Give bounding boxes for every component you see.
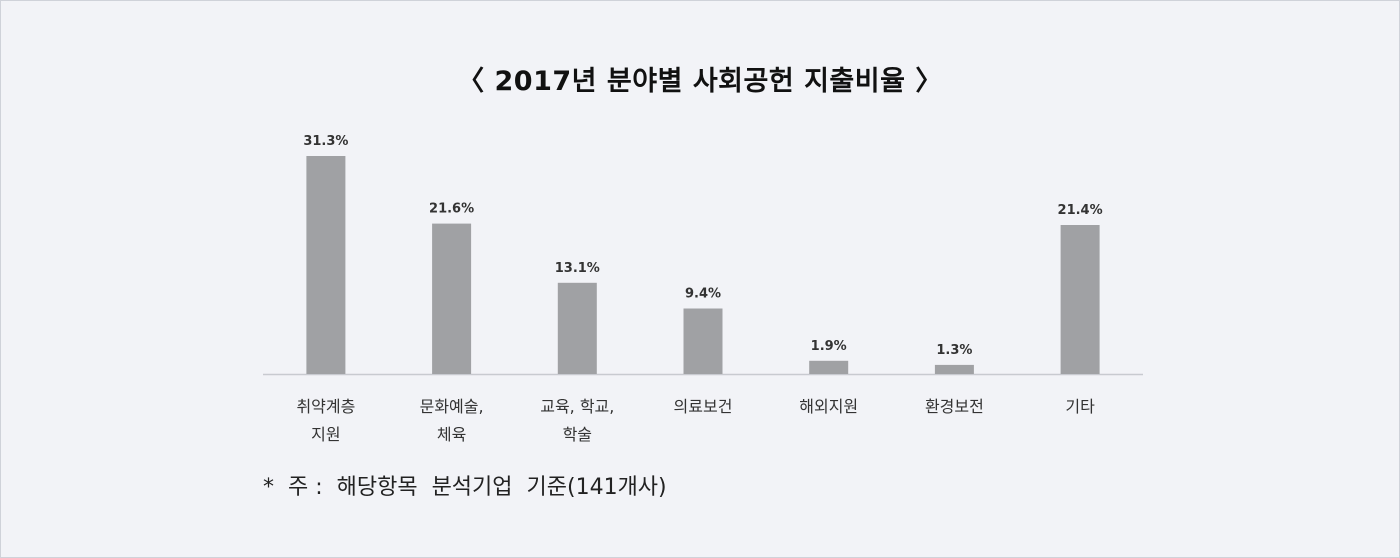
bar-1	[306, 156, 346, 374]
chart-title: 〈 2017년 분야별 사회공헌 지출비율 〉	[457, 66, 943, 97]
bar-4	[683, 308, 723, 374]
bar-value-label: 21.4%	[1058, 203, 1103, 218]
bar-value-label: 9.4%	[685, 287, 721, 302]
bar-5	[809, 360, 849, 374]
category-label: 지원	[311, 425, 340, 444]
bar-value-label: 13.1%	[555, 261, 600, 276]
category-label: 교육, 학교,	[540, 397, 614, 416]
category-label: 문화예술,	[420, 397, 484, 416]
footnote: * 주 : 해당항목 분석기업 기준(141개사)	[263, 475, 667, 500]
bar-6	[934, 364, 974, 374]
category-label: 해외지원	[799, 397, 858, 416]
bar-value-label: 31.3%	[303, 134, 348, 149]
bar-value-label: 1.9%	[811, 339, 847, 354]
category-label: 기타	[1065, 397, 1095, 416]
category-label: 체육	[437, 425, 466, 444]
category-label: 환경보전	[925, 397, 984, 416]
bar-value-label: 21.6%	[429, 202, 474, 217]
category-label: 의료보건	[674, 397, 733, 416]
bar-value-label: 1.3%	[936, 343, 972, 358]
bar-7	[1060, 225, 1100, 374]
bar-2	[432, 223, 472, 374]
bar-3	[557, 282, 597, 374]
category-label: 학술	[563, 425, 592, 444]
category-label: 취약계층	[296, 397, 355, 416]
